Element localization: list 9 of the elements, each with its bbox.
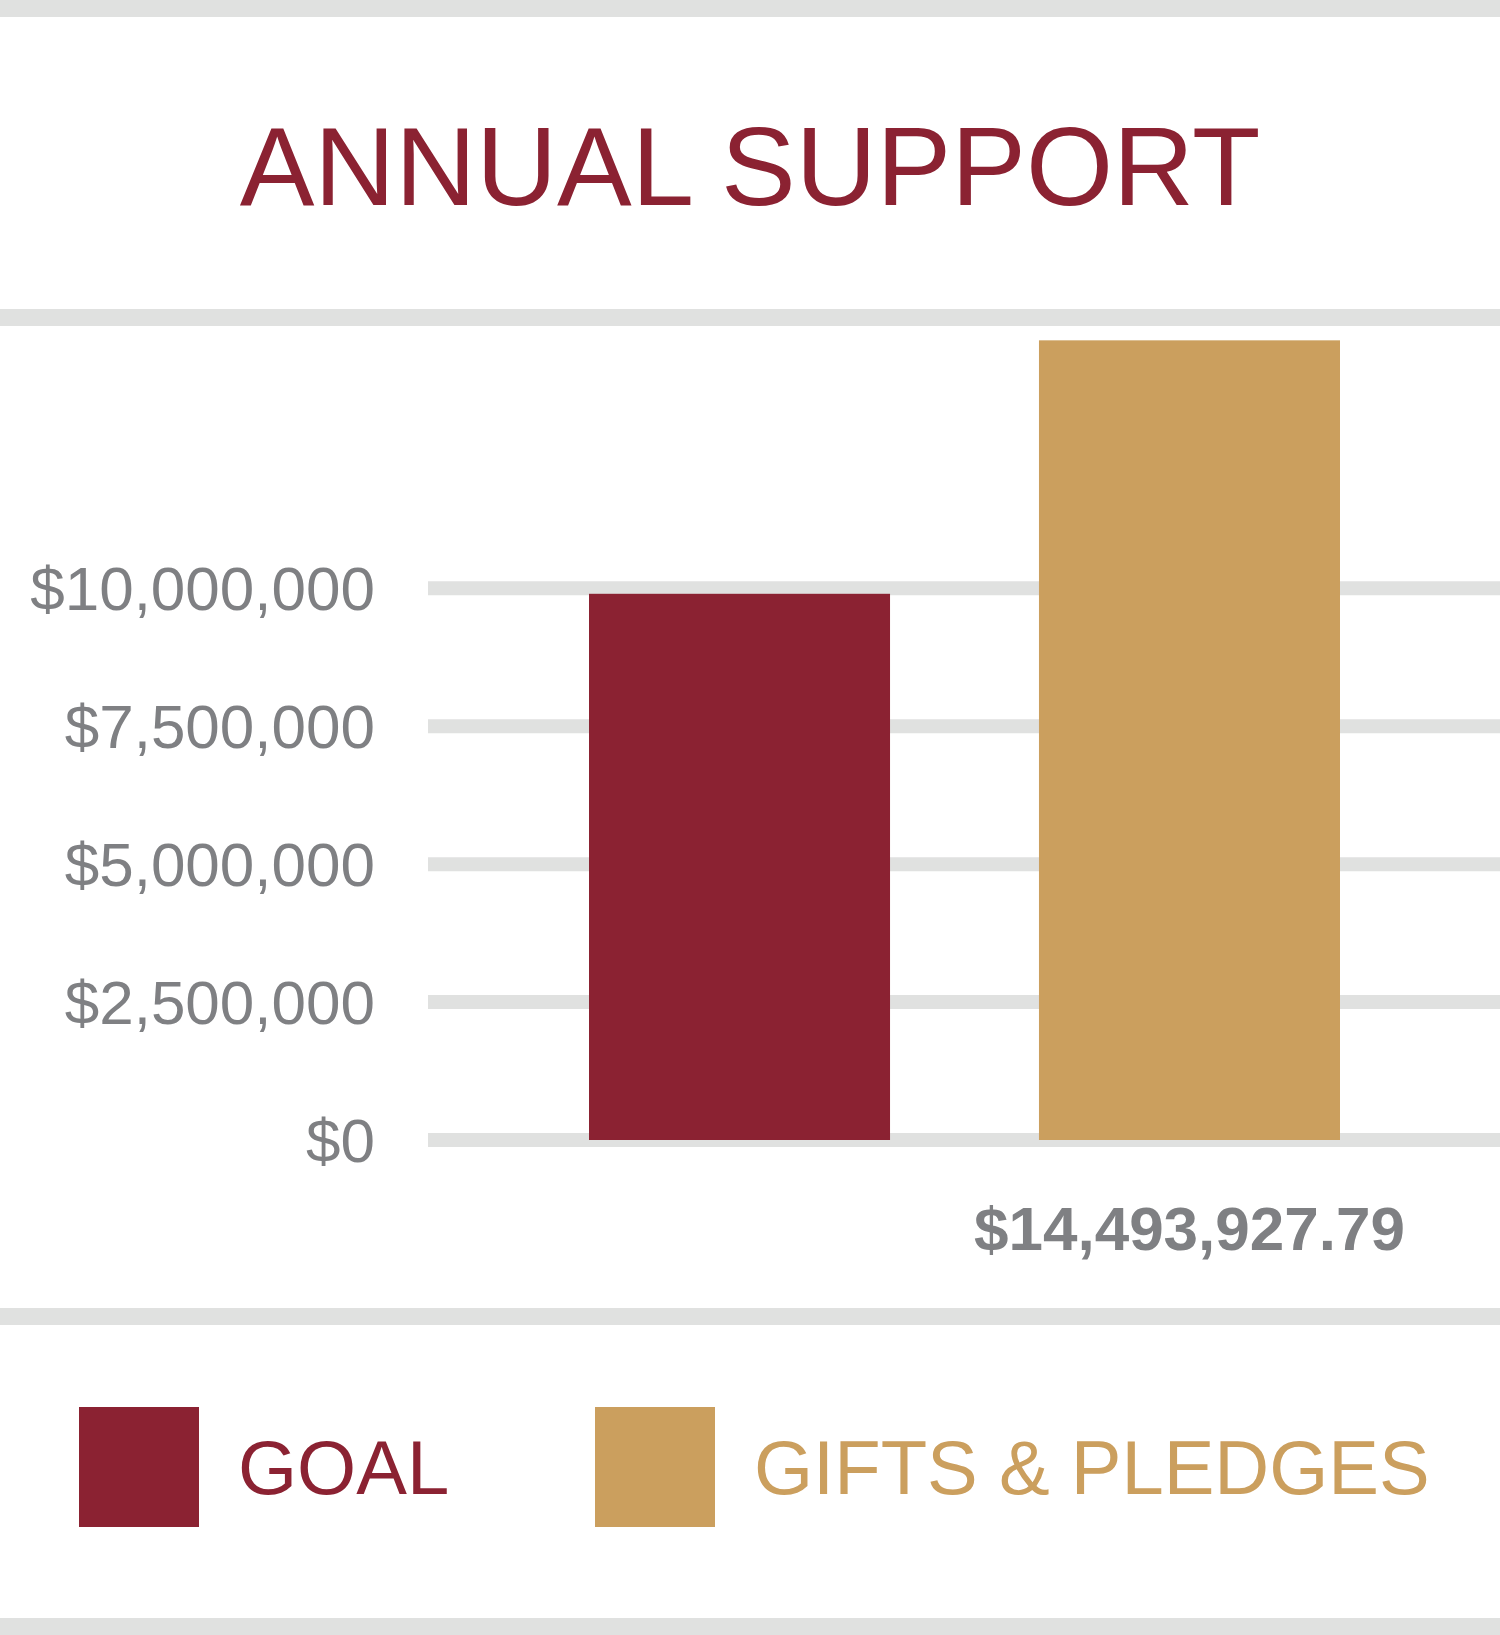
y-tick-label: $7,500,000 <box>64 691 375 761</box>
legend-label: GOAL <box>238 1424 450 1510</box>
legend-label: GIFTS & PLEDGES <box>754 1424 1430 1510</box>
y-tick-label: $2,500,000 <box>64 967 375 1037</box>
data-label: $14,493,927.79 <box>973 1194 1405 1263</box>
chart-title: ANNUAL SUPPORT <box>239 104 1261 229</box>
y-tick-label: $0 <box>306 1105 375 1175</box>
y-tick-label: $10,000,000 <box>30 553 375 623</box>
y-tick-label: $5,000,000 <box>64 829 375 899</box>
